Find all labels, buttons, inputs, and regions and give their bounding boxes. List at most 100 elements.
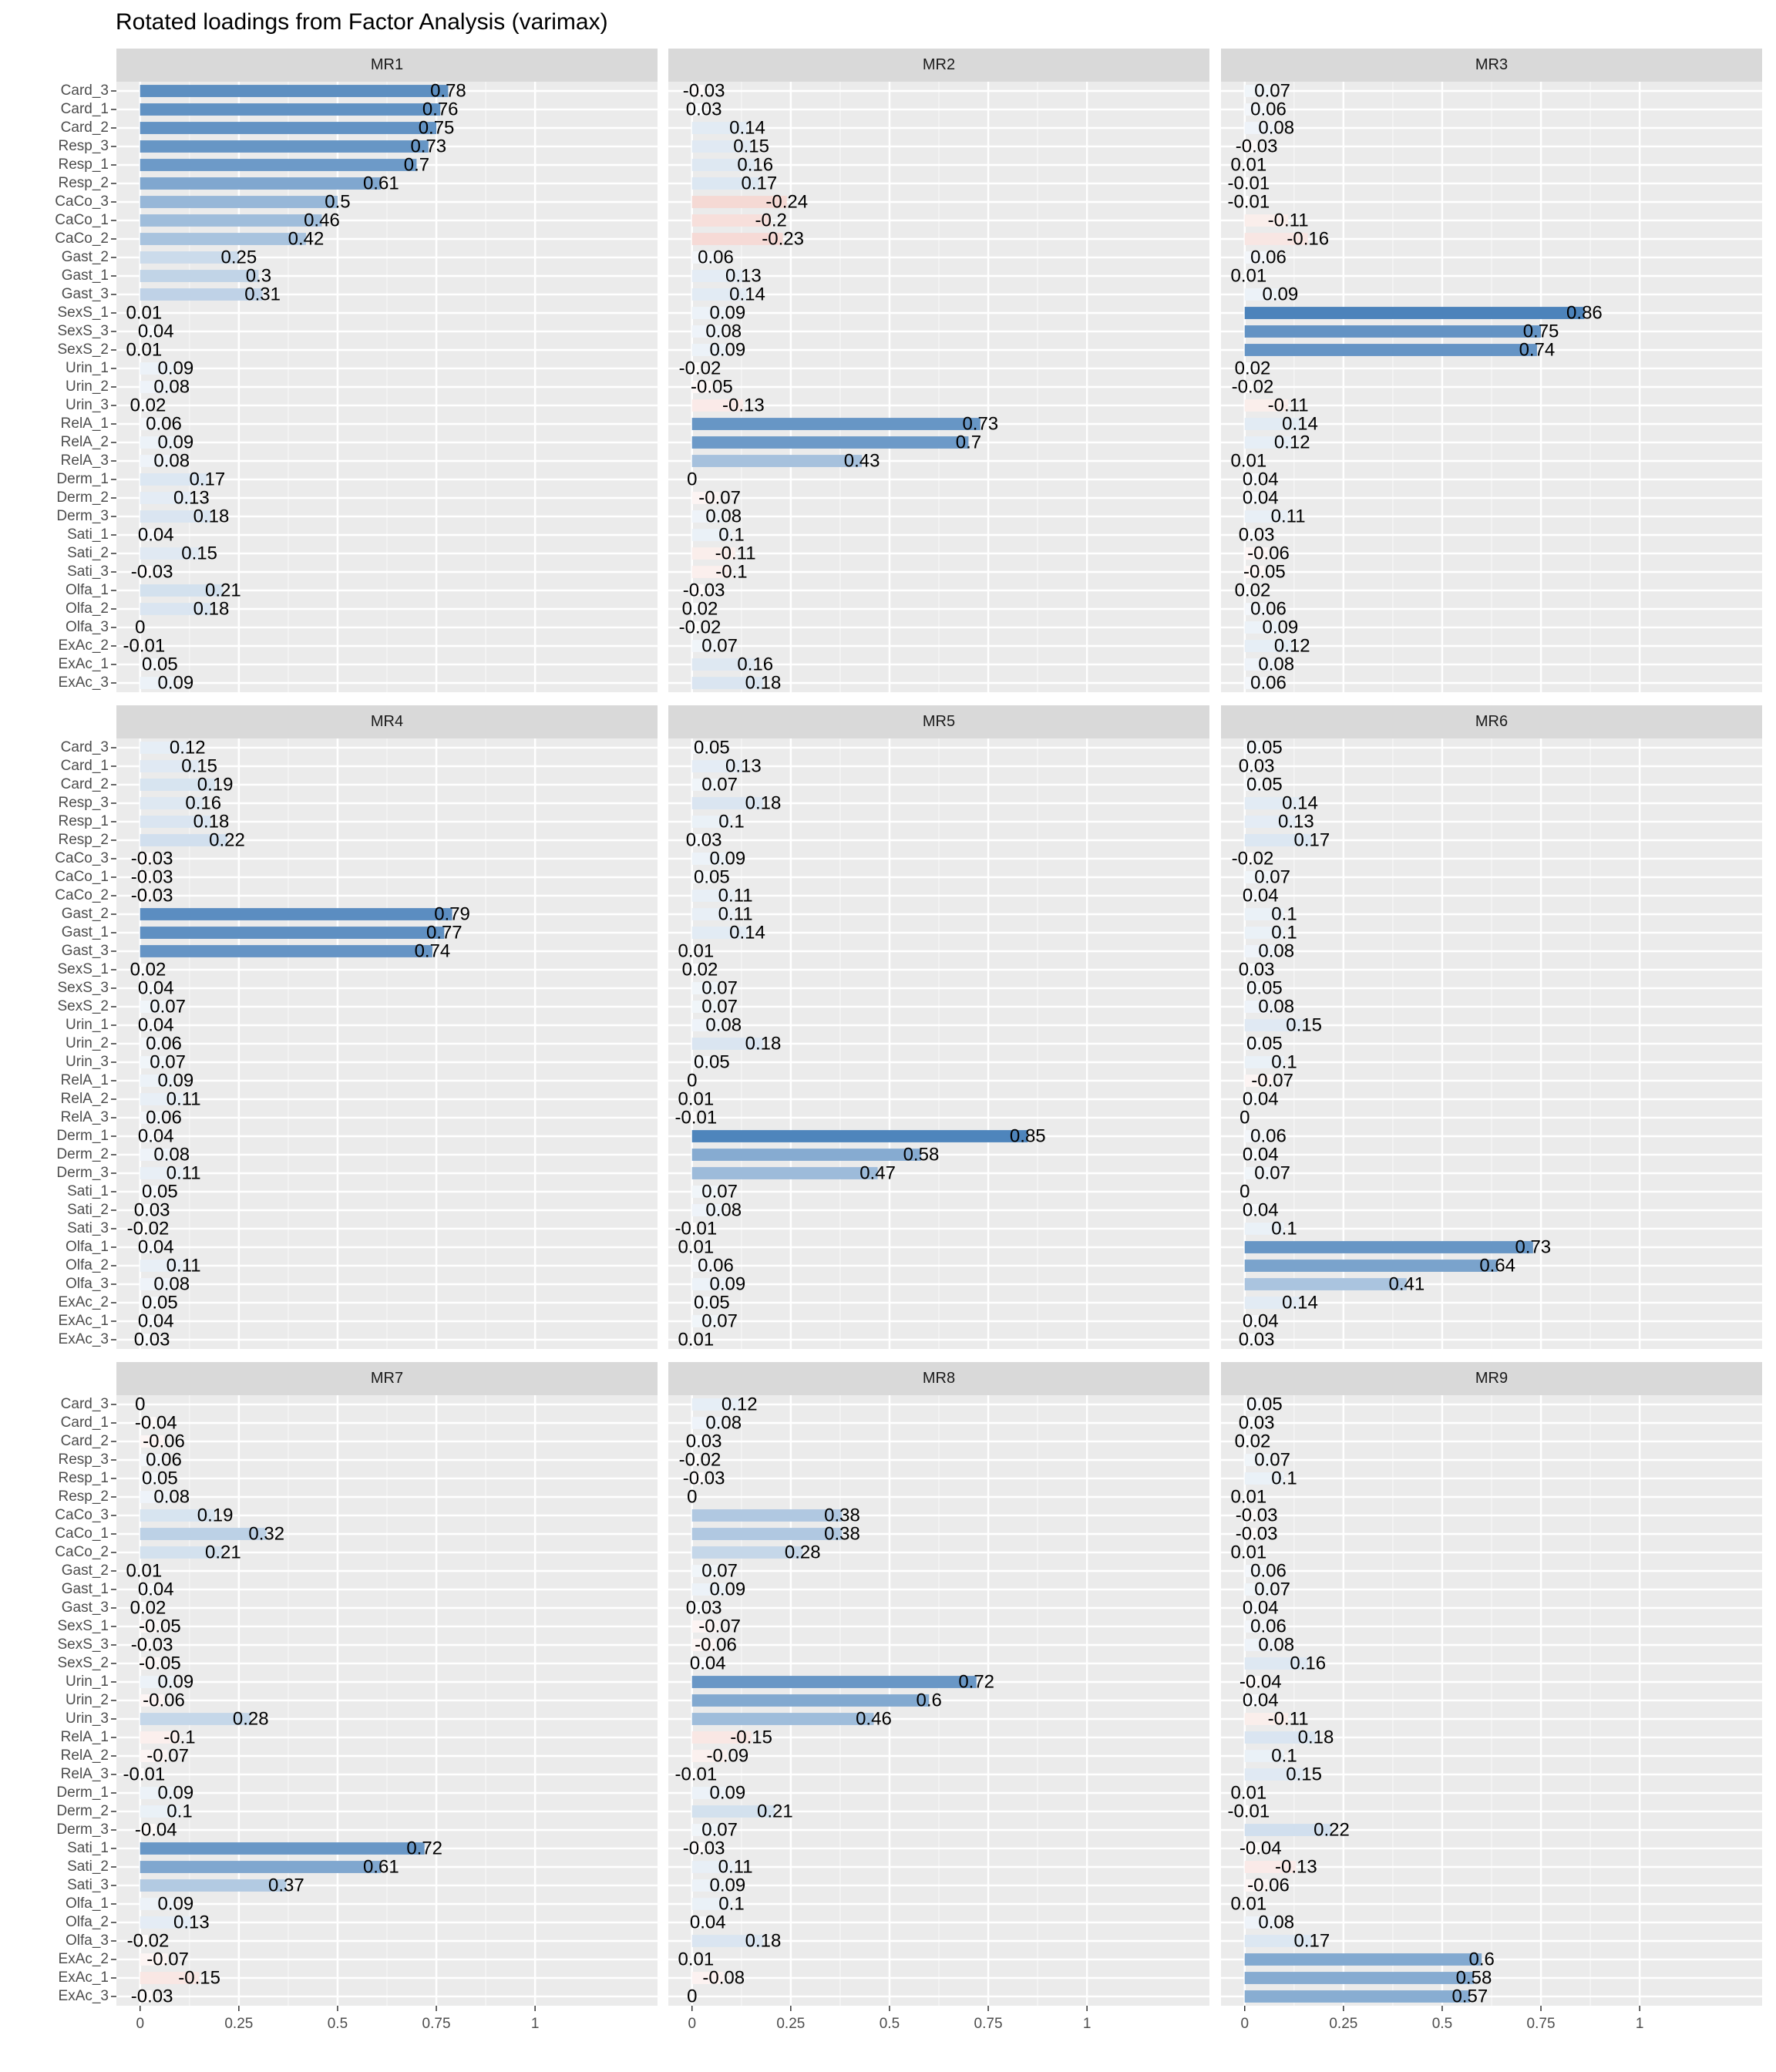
value-label: 0.09 [710,302,746,323]
value-label: 0.01 [1231,1486,1267,1507]
bar [1244,1972,1474,1984]
y-tick-label: Gast_2 [62,1562,109,1579]
value-label: 0.01 [1231,1893,1267,1914]
bar [1244,982,1265,994]
y-tick-label: ExAc_2 [59,1951,109,1967]
bar [1244,85,1273,97]
y-tick-label: ExAc_3 [59,1988,109,2004]
value-label: -0.06 [695,1634,737,1655]
value-label: 0.09 [1263,617,1299,637]
value-label: -0.15 [178,1967,220,1988]
bar [1244,871,1273,883]
value-label: -0.05 [691,376,733,397]
bar [140,797,204,809]
bar [1244,760,1257,772]
bar [691,1898,732,1910]
bar [691,436,969,449]
bar [140,1038,164,1050]
bar [1244,1824,1332,1836]
bar [691,1398,740,1411]
bar [691,1565,720,1577]
y-tick-label: Card_3 [61,1396,109,1412]
y-tick-label: Card_2 [61,119,109,136]
value-label: 0.04 [138,1236,174,1257]
bar [1244,1953,1482,1966]
value-label: -0.01 [123,1764,166,1784]
value-label: 0.06 [1250,598,1287,619]
bar [1244,1334,1257,1346]
value-label: 0.38 [824,1523,860,1544]
value-label: 0.61 [363,173,399,193]
bar [691,1583,728,1596]
bar [1244,640,1293,652]
value-label: 0.15 [1286,1764,1322,1784]
bar [1244,1509,1257,1522]
value-label: 0.02 [1235,358,1271,378]
value-label: 0.28 [785,1542,821,1562]
y-tick-label: Derm_2 [56,489,109,506]
value-label: 0.04 [1243,1088,1279,1109]
y-tick-label: Resp_1 [59,1470,109,1486]
bar [1244,177,1249,190]
value-label: 0.03 [1239,524,1275,545]
bar [1244,1694,1261,1707]
bar [691,1935,763,1947]
value-label: -0.02 [679,1449,722,1470]
value-label: 0.14 [1282,792,1318,813]
value-label: 0.03 [686,99,722,119]
value-label: 0.41 [1388,1273,1424,1294]
bar [1244,945,1276,957]
bar [691,1001,720,1013]
value-label: 0.22 [209,829,245,850]
y-tick-label: Derm_1 [56,1784,109,1801]
value-label: -0.08 [702,1967,745,1988]
value-label: 0.04 [690,1653,726,1673]
bar [1244,381,1253,393]
x-tick-label: 0.25 [776,2016,805,2032]
value-label: -0.04 [1240,1838,1282,1858]
value-label: 0.03 [686,829,722,850]
y-tick-label: Urin_3 [66,1710,109,1727]
y-tick-label: Olfa_1 [66,1895,109,1912]
value-label: 0.08 [1258,996,1294,1017]
bar [691,566,732,578]
value-label: 0.05 [142,1292,178,1313]
y-tick-label: RelA_1 [61,1729,109,1745]
bar [1244,1093,1261,1105]
value-label: 0.18 [745,672,782,693]
value-label: 0.73 [1515,1236,1551,1257]
bar [691,1509,843,1522]
bar [691,159,755,171]
value-label: -0.03 [131,848,173,869]
bar [691,1972,724,1984]
facet-label: MR3 [1475,56,1508,73]
y-tick-label: CaCo_1 [55,869,109,885]
value-label: 0.05 [1246,1033,1283,1054]
bar [140,1657,160,1670]
value-label: 0.01 [1231,154,1267,175]
bar [1244,1787,1249,1799]
bar [140,85,449,97]
value-label: 0.05 [694,1292,730,1313]
bar [140,1824,156,1836]
bar [691,1260,716,1272]
value-label: 0.17 [189,469,225,489]
value-label: 0.06 [1250,672,1287,693]
value-label: 0.46 [304,210,340,230]
y-tick-label: CaCo_1 [55,1525,109,1542]
bar [140,1278,172,1290]
bar [691,344,728,356]
facet-strip [668,1362,1209,1395]
y-tick-label: Card_3 [61,739,109,755]
value-label: 0.05 [1246,774,1283,795]
bar [1244,1990,1470,2003]
value-label: 0.58 [1456,1967,1492,1988]
bar [1244,816,1297,828]
bar [140,362,176,375]
y-tick-label: SexS_2 [57,1655,109,1671]
value-label: 0 [687,1070,697,1091]
value-label: 0.11 [718,1856,753,1877]
value-label: -0.03 [683,80,725,101]
bar [140,196,338,208]
value-label: 0.08 [153,450,190,471]
